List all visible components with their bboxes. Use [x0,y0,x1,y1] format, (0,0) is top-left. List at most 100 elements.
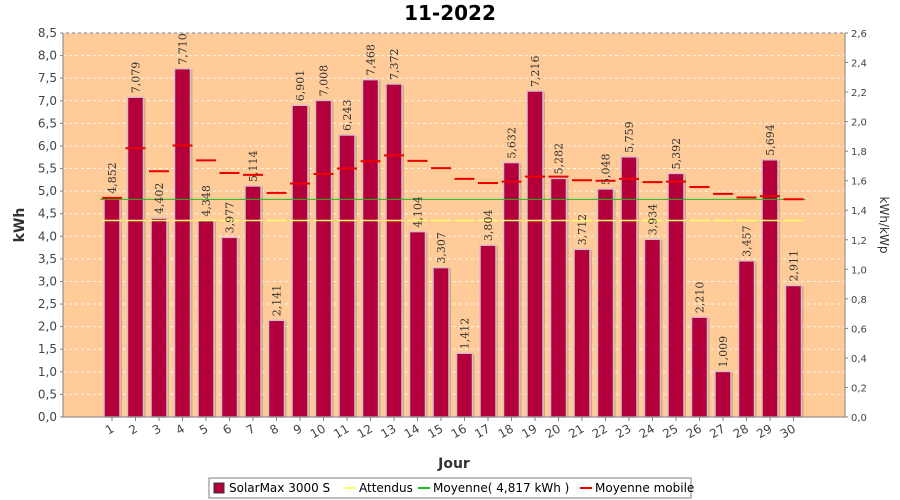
bar-value-label: 4,348 [200,185,213,217]
y2-tick-label: 0,4 [851,354,867,365]
bar-value-label: 1,412 [459,318,472,350]
x-tick-label: 1 [103,421,117,437]
x-tick-label: 30 [778,421,798,441]
y-axis-left: 0,0 0,5 1,0 1,5 2,0 2,5 3,0 3,5 4,0 4,5 5,0 5,5 6,0 6… [38,26,64,424]
data-labels: 4,852 7,079 4,402 7,710 4,348 3,977 5,114 2,141… [106,33,801,367]
y-tick-label: 6,5 [38,116,57,130]
bar-value-label: 7,372 [388,48,401,80]
y2-tick-label: 0,2 [851,383,867,394]
bar-value-label: 2,210 [694,282,707,314]
bar-series [103,67,804,418]
y-tick-label: 2,0 [38,320,57,334]
bar [737,260,756,418]
y-tick-label: 3,5 [38,252,57,266]
y2-tick-label: 1,8 [851,147,867,158]
bar-value-label: 5,694 [764,124,777,156]
y2-tick-label: 2,2 [851,88,867,99]
bar-value-label: 5,282 [553,143,566,175]
y-tick-label: 8,0 [38,49,57,63]
line-series [100,144,806,222]
x-tick-label: 17 [472,421,492,441]
y-tick-label: 4,0 [38,229,57,243]
y-tick-label: 4,5 [38,207,57,221]
x-tick-label: 26 [684,421,704,441]
x-tick-label: 24 [637,421,657,441]
bar [526,90,544,418]
y-tick-label: 1,0 [38,365,57,379]
bar-value-label: 7,468 [365,44,378,76]
bar [455,352,474,418]
bar-value-label: 5,632 [506,127,519,159]
y-tick-label: 1,5 [38,342,57,356]
y-tick-label: 7,0 [38,94,57,108]
bar-value-label: 7,079 [130,62,143,94]
bar [385,83,403,418]
bar [502,161,521,418]
bar [361,78,380,418]
bar-value-label: 4,402 [153,183,166,215]
x-tick-label: 9 [291,421,305,437]
bar [126,96,145,418]
y2-tick-label: 2,0 [851,118,867,129]
bar [620,156,638,418]
bar [761,159,779,418]
legend-item: SolarMax 3000 S [213,481,330,495]
bar-value-label: 3,977 [224,202,237,234]
y2-tick-label: 1,0 [851,265,867,276]
legend-item: Attendus [344,481,413,495]
x-tick-label: 8 [267,421,281,437]
bar-value-label: 5,114 [247,150,260,182]
x-tick-label: 11 [331,421,351,441]
x-tick-label: 19 [519,421,539,441]
legend-item: Moyenne mobile [580,481,694,495]
x-tick-label: 15 [425,421,445,441]
bar [220,236,239,418]
bar-value-label: 4,104 [412,196,425,228]
bar [549,177,568,418]
bar-value-label: 6,901 [294,70,307,102]
bar-value-label: 3,712 [576,214,589,246]
legend-swatch [213,482,225,494]
y2-axis-title: kWh/kWp [877,197,891,254]
x-axis: 1 2 3 4 5 6 7 8 9 10 11 12 13 14 15 16 17 18 19 20 21 22 23 24 2… [63,416,845,441]
bar [197,219,215,418]
x-tick-label: 7 [244,421,258,437]
bar [432,266,450,418]
bar [338,134,356,418]
bar-value-label: 2,911 [788,250,801,282]
y-tick-label: 5,0 [38,184,57,198]
bar-value-label: 2,141 [271,285,284,317]
y-axis-right: 0,0 0,2 0,4 0,6 0,8 1,0 1,2 1,4 1,6 1,8 2,0 2,2 2,4 2… [844,29,867,424]
y-axis-title: kWh [12,208,28,243]
x-axis-title: Jour [437,456,470,472]
bar [267,319,286,418]
legend: SolarMax 3000 S Attendus Moyenne( 4,817 kW… [208,477,694,499]
bar [784,284,803,418]
bar [408,230,427,418]
y2-tick-label: 1,6 [851,177,867,188]
x-tick-label: 22 [590,421,610,441]
bar-value-label: 5,759 [623,121,636,153]
x-tick-label: 29 [754,421,774,441]
bar [150,217,168,418]
y-tick-label: 2,5 [38,297,57,311]
bar [103,197,121,418]
y-tick-label: 7,5 [38,71,57,85]
legend-label: Attendus [359,481,413,495]
bar-value-label: 5,048 [600,153,613,185]
x-tick-label: 23 [613,421,633,441]
x-tick-label: 2 [126,421,140,437]
x-tick-label: 18 [496,421,516,441]
bar [714,370,732,418]
y-tick-label: 5,5 [38,162,57,176]
x-tick-label: 10 [308,421,328,441]
legend-label: Moyenne( 4,817 kWh ) [433,481,569,495]
bar-value-label: 1,009 [717,336,730,368]
y-tick-label: 0,0 [38,410,57,424]
y-tick-label: 8,5 [38,26,57,40]
y2-tick-label: 2,6 [851,29,867,40]
x-tick-label: 6 [220,421,234,437]
y-tick-label: 3,0 [38,274,57,288]
bar [690,316,709,418]
